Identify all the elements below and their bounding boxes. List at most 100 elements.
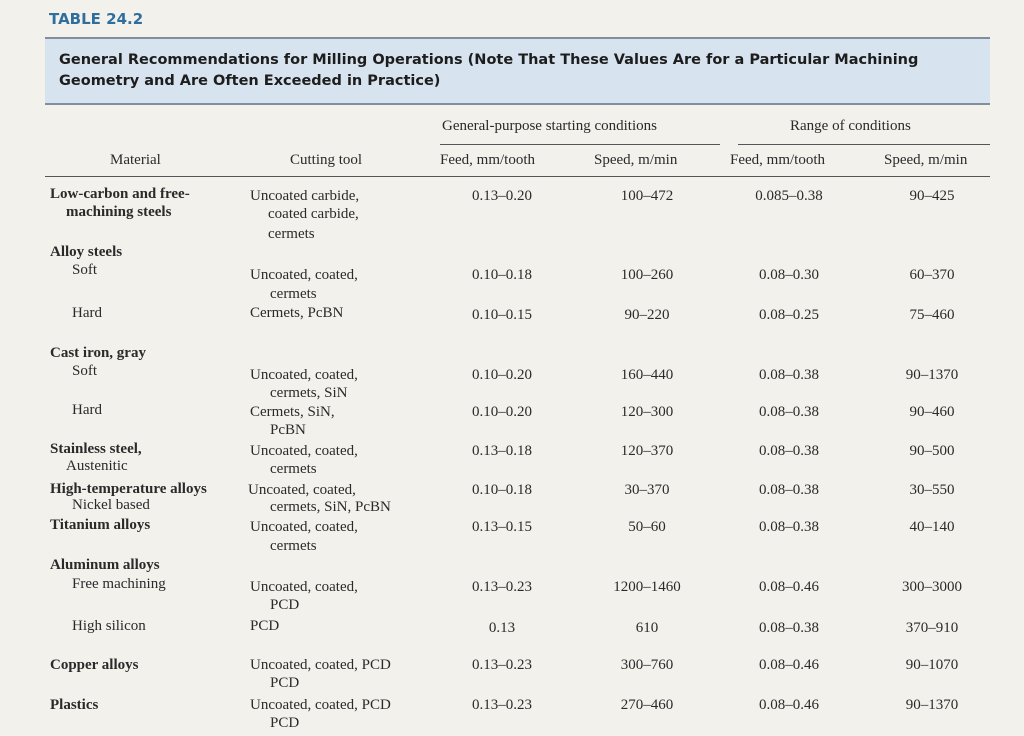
range-speed-cell: 300–3000 <box>902 579 962 595</box>
feed-cell: 0.10–0.18 <box>472 482 532 498</box>
speed-cell: 300–760 <box>620 657 674 673</box>
range-speed-cell: 370–910 <box>905 620 959 636</box>
tool-cell-cont: cermets <box>270 286 317 302</box>
tool-cell-cont: cermets <box>270 538 317 554</box>
tool-cell: Uncoated, coated, <box>250 519 358 535</box>
range-speed-cell: 90–460 <box>909 404 955 420</box>
material-cell: High-temperature alloys <box>50 481 207 497</box>
range-feed-cell: 0.08–0.38 <box>759 443 819 459</box>
material-cell: Stainless steel, <box>50 441 142 457</box>
range-feed-cell: 0.08–0.38 <box>759 519 819 535</box>
speed-cell: 120–370 <box>620 443 674 459</box>
tool-cell: Cermets, PcBN <box>250 305 344 321</box>
material-cell: Soft <box>72 262 98 278</box>
range-feed-cell: 0.08–0.38 <box>759 620 819 636</box>
feed-cell: 0.13–0.23 <box>472 579 532 595</box>
material-cell-cont: machining steels <box>66 204 172 220</box>
speed-cell: 270–460 <box>620 697 674 713</box>
speed-cell: 100–260 <box>620 267 674 283</box>
range-speed-cell: 60–370 <box>909 267 955 283</box>
material-cell: Soft <box>72 363 98 379</box>
speed-cell: 120–300 <box>620 404 674 420</box>
material-cell: Titanium alloys <box>50 517 151 533</box>
material-cell-cont: Nickel based <box>72 497 150 513</box>
range-feed-cell: 0.08–0.38 <box>759 404 819 420</box>
group-underline-general <box>440 144 720 145</box>
tool-cell: PCD <box>250 618 280 634</box>
range-feed-cell: 0.08–0.46 <box>759 657 819 673</box>
range-speed-cell: 75–460 <box>909 307 955 323</box>
tool-cell: Cermets, SiN, <box>250 404 335 420</box>
tool-cell-cont: cermets, SiN <box>270 385 348 401</box>
range-speed-cell: 40–140 <box>909 519 955 535</box>
speed-cell: 610 <box>635 620 659 636</box>
feed-cell: 0.13–0.23 <box>472 697 532 713</box>
header-speed-general: Speed, m/min <box>594 152 678 168</box>
speed-cell: 100–472 <box>620 188 674 204</box>
range-speed-cell: 90–1370 <box>905 697 959 713</box>
material-cell: Low-carbon and free- <box>50 186 190 202</box>
material-cell: Hard <box>72 402 102 418</box>
speed-cell: 30–370 <box>624 482 670 498</box>
tool-cell: Uncoated, coated, PCD <box>250 697 391 713</box>
range-feed-cell: 0.08–0.46 <box>759 697 819 713</box>
speed-cell: 50–60 <box>628 519 666 535</box>
tool-cell-cont: PCD <box>270 675 300 691</box>
tool-cell: Uncoated, coated, <box>250 367 358 383</box>
tool-cell-cont: PcBN <box>270 422 306 438</box>
range-speed-cell: 90–425 <box>909 188 955 204</box>
header-group-general: General-purpose starting conditions <box>442 118 657 134</box>
material-cell: Free machining <box>72 576 166 592</box>
tool-cell: Uncoated, coated, <box>250 443 358 459</box>
feed-cell: 0.10–0.15 <box>472 307 532 323</box>
range-feed-cell: 0.08–0.30 <box>759 267 819 283</box>
tool-cell-cont: cermets <box>270 461 317 477</box>
material-cell-cont: Austenitic <box>66 458 128 474</box>
material-cell: Plastics <box>50 697 99 713</box>
header-group-range: Range of conditions <box>790 118 911 134</box>
feed-cell: 0.13 <box>488 620 516 636</box>
feed-cell: 0.13–0.23 <box>472 657 532 673</box>
speed-cell: 160–440 <box>620 367 674 383</box>
feed-cell: 0.10–0.20 <box>472 404 532 420</box>
header-feed-general: Feed, mm/tooth <box>440 152 535 168</box>
caption-line-2: Geometry and Are Often Exceeded in Pract… <box>59 73 441 89</box>
feed-cell: 0.13–0.18 <box>472 443 532 459</box>
tool-cell-cont: cermets, SiN, PcBN <box>270 499 391 515</box>
range-speed-cell: 90–500 <box>909 443 955 459</box>
header-cutting-tool: Cutting tool <box>290 152 363 168</box>
material-group-cell: Aluminum alloys <box>50 557 160 573</box>
range-feed-cell: 0.08–0.46 <box>759 579 819 595</box>
tool-cell: Uncoated, coated, PCD <box>250 657 391 673</box>
table-caption: General Recommendations for Milling Oper… <box>45 37 990 105</box>
range-feed-cell: 0.085–0.38 <box>755 188 823 204</box>
material-cell: Hard <box>72 305 102 321</box>
range-speed-cell: 90–1070 <box>905 657 959 673</box>
feed-cell: 0.13–0.15 <box>472 519 532 535</box>
material-group-cell: Alloy steels <box>50 244 123 260</box>
range-speed-cell: 30–550 <box>909 482 955 498</box>
group-underline-range <box>738 144 990 145</box>
header-material: Material <box>110 152 161 168</box>
tool-cell: Uncoated, coated, <box>250 267 358 283</box>
feed-cell: 0.13–0.20 <box>472 188 532 204</box>
tool-cell: Uncoated, coated, <box>250 579 358 595</box>
material-cell: High silicon <box>72 618 146 634</box>
tool-cell-cont: cermets <box>268 226 315 242</box>
range-feed-cell: 0.08–0.25 <box>759 307 819 323</box>
range-feed-cell: 0.08–0.38 <box>759 367 819 383</box>
tool-cell-cont: PCD <box>270 715 300 731</box>
feed-cell: 0.10–0.20 <box>472 367 532 383</box>
header-feed-range: Feed, mm/tooth <box>730 152 825 168</box>
range-feed-cell: 0.08–0.38 <box>759 482 819 498</box>
material-cell: Copper alloys <box>50 657 139 673</box>
header-rule <box>45 176 990 177</box>
range-speed-cell: 90–1370 <box>905 367 959 383</box>
feed-cell: 0.10–0.18 <box>472 267 532 283</box>
tool-cell-cont: PCD <box>270 597 300 613</box>
tool-cell: Uncoated, coated, <box>248 482 356 498</box>
tool-cell: Uncoated carbide, <box>250 188 360 204</box>
material-group-cell: Cast iron, gray <box>50 345 146 361</box>
speed-cell: 90–220 <box>624 307 670 323</box>
speed-cell: 1200–1460 <box>613 579 681 595</box>
